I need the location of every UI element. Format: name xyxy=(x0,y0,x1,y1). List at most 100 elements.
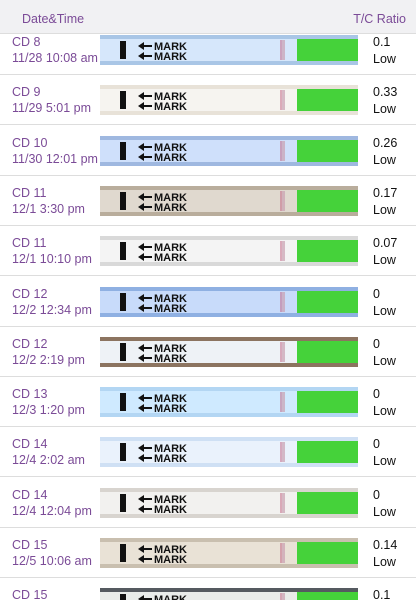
arrow xyxy=(138,555,152,563)
level: Low xyxy=(373,303,396,318)
control-line xyxy=(282,90,285,111)
arrow xyxy=(138,92,152,101)
ratio: 0 xyxy=(373,437,380,452)
level: Low xyxy=(373,102,396,117)
result-row: CD 11 12/1 3:30 pm 0.17 Low MARK MARK xyxy=(0,176,416,226)
result-row: CD 12 12/2 2:19 pm 0 Low MARK MARK xyxy=(0,327,416,377)
ratio-cell: 0.33 Low xyxy=(373,84,397,118)
strip-handle xyxy=(297,542,358,564)
test-line xyxy=(280,392,282,413)
strip-body xyxy=(100,592,358,600)
strip-body xyxy=(100,290,358,313)
cycle-day: CD 12 xyxy=(12,336,48,351)
strip-text: MARK xyxy=(154,343,187,355)
arrow xyxy=(138,444,152,453)
arrow xyxy=(138,202,152,211)
arrow xyxy=(138,504,152,513)
date-cell: CD 14 12/4 12:04 pm xyxy=(12,487,92,519)
strip-mark-bar xyxy=(120,292,126,311)
ratio-cell: 0.14 Low xyxy=(373,537,397,571)
arrow xyxy=(138,394,152,403)
datetime: 11/28 10:08 am xyxy=(12,51,98,65)
result-row: CD 11 12/1 10:10 pm 0.07 Low MARK MARK xyxy=(0,226,416,277)
ratio-cell: 0.07 Low xyxy=(373,235,397,269)
test-line xyxy=(280,492,282,513)
strip-handle xyxy=(297,89,358,112)
date-cell: CD 12 12/2 2:19 pm xyxy=(12,336,85,368)
datetime: 12/1 10:10 pm xyxy=(12,252,92,267)
strip-text: MARK xyxy=(154,293,187,305)
control-line xyxy=(282,190,285,211)
level: Low xyxy=(373,504,396,519)
strip-text: MARK xyxy=(154,403,187,415)
date-cell: CD 15 12/5 10:06 am xyxy=(12,537,92,569)
datetime: 12/1 3:30 pm xyxy=(12,201,85,216)
result-row: CD 12 12/2 12:34 pm 0 Low MARK MARK xyxy=(0,277,416,327)
strip-text: MARK xyxy=(154,453,187,465)
cycle-day: CD 9 xyxy=(12,85,41,100)
cycle-day: CD 11 xyxy=(12,236,47,251)
test-line xyxy=(280,442,282,463)
date-cell: CD 8 11/28 10:08 am xyxy=(12,34,98,66)
level: Low xyxy=(373,353,396,368)
strip-mark-bar xyxy=(120,393,126,412)
date-cell: CD 9 11/29 5:01 pm xyxy=(12,84,91,116)
test-line xyxy=(280,543,282,563)
strip-mark-bar xyxy=(120,91,126,110)
strip-text: MARK xyxy=(154,494,187,506)
ratio-cell: 0 Low xyxy=(373,336,396,370)
strip-handle xyxy=(297,391,358,414)
strip-mark-bar xyxy=(120,594,126,600)
control-line xyxy=(282,593,285,600)
test-line xyxy=(280,291,282,312)
ratio: 0.07 xyxy=(373,236,398,251)
datetime: 12/2 2:19 pm xyxy=(12,352,85,367)
arrow xyxy=(138,545,152,553)
strip-text: MARK xyxy=(154,594,187,600)
strip-body xyxy=(100,340,358,363)
control-line xyxy=(282,140,285,161)
level: Low xyxy=(373,202,396,217)
level: Low xyxy=(373,404,396,419)
strip-text: MARK xyxy=(154,504,187,516)
strip-text: MARK xyxy=(154,544,187,556)
strip-handle xyxy=(297,592,358,600)
result-row: CD 10 11/30 12:01 pm 0.26 Low MARK MARK xyxy=(0,126,416,176)
ratio: 0.14 xyxy=(373,538,398,552)
control-line xyxy=(282,341,285,362)
strip-text: MARK xyxy=(154,202,187,214)
datetime: 12/3 1:20 pm xyxy=(12,403,85,418)
arrow xyxy=(138,52,152,60)
date-cell: CD 15 xyxy=(12,587,47,600)
cycle-day: CD 15 xyxy=(12,538,48,552)
result-row: CD 14 12/4 2:02 am 0 Low MARK MARK xyxy=(0,427,416,478)
ratio: 0.17 xyxy=(373,185,398,200)
test-line xyxy=(280,90,282,111)
date-cell: CD 11 12/1 10:10 pm xyxy=(12,235,92,267)
level: Low xyxy=(373,52,396,66)
ratio: 0 xyxy=(373,336,380,351)
arrow xyxy=(138,303,152,312)
level: Low xyxy=(373,253,396,268)
date-cell: CD 10 11/30 12:01 pm xyxy=(12,135,98,167)
strip-mark-bar xyxy=(120,141,126,160)
ratio-cell: 0 Low xyxy=(373,286,396,320)
control-line xyxy=(282,40,285,60)
ratio: 0.1 xyxy=(373,35,391,49)
strip-text: MARK xyxy=(154,353,187,365)
header-left: Date&Time xyxy=(22,12,85,26)
control-line xyxy=(282,492,285,513)
strip-text: MARK xyxy=(154,152,187,164)
arrow xyxy=(138,595,152,600)
strip-body xyxy=(100,491,358,514)
